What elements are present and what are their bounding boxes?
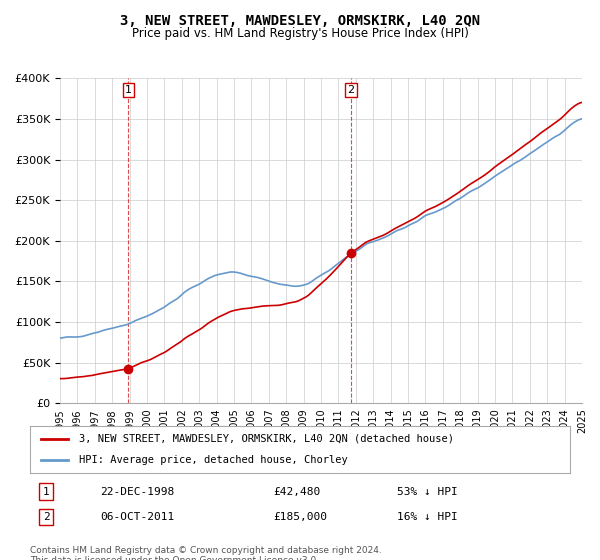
Text: £42,480: £42,480: [273, 487, 320, 497]
Text: 3, NEW STREET, MAWDESLEY, ORMSKIRK, L40 2QN: 3, NEW STREET, MAWDESLEY, ORMSKIRK, L40 …: [120, 14, 480, 28]
Text: 2: 2: [43, 512, 50, 522]
Text: 22-DEC-1998: 22-DEC-1998: [100, 487, 175, 497]
Text: HPI: Average price, detached house, Chorley: HPI: Average price, detached house, Chor…: [79, 455, 347, 465]
Text: £185,000: £185,000: [273, 512, 327, 522]
Text: Contains HM Land Registry data © Crown copyright and database right 2024.
This d: Contains HM Land Registry data © Crown c…: [30, 546, 382, 560]
Text: 16% ↓ HPI: 16% ↓ HPI: [397, 512, 458, 522]
Text: 2: 2: [347, 85, 355, 95]
Text: 1: 1: [125, 85, 132, 95]
Text: 3, NEW STREET, MAWDESLEY, ORMSKIRK, L40 2QN (detached house): 3, NEW STREET, MAWDESLEY, ORMSKIRK, L40 …: [79, 434, 454, 444]
Text: 1: 1: [43, 487, 50, 497]
Text: 53% ↓ HPI: 53% ↓ HPI: [397, 487, 458, 497]
Text: 06-OCT-2011: 06-OCT-2011: [100, 512, 175, 522]
Text: Price paid vs. HM Land Registry's House Price Index (HPI): Price paid vs. HM Land Registry's House …: [131, 27, 469, 40]
